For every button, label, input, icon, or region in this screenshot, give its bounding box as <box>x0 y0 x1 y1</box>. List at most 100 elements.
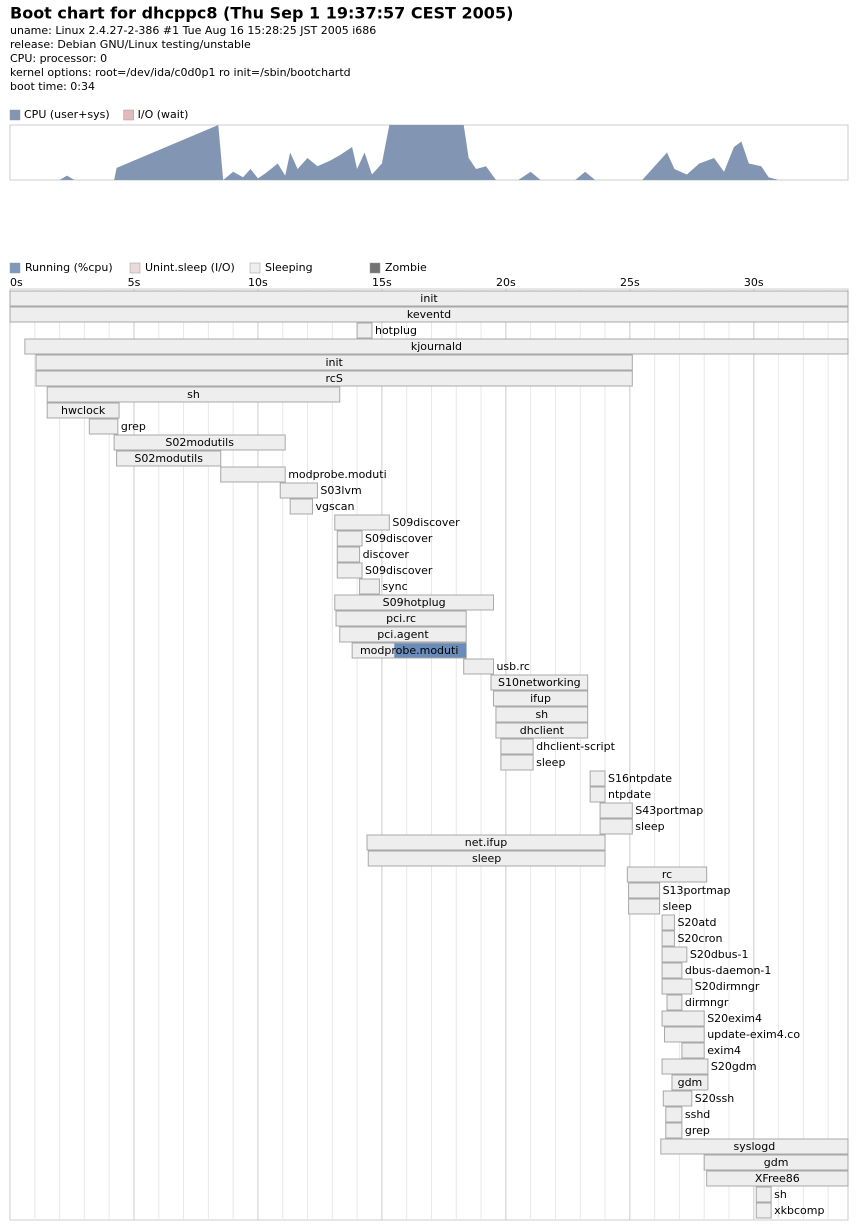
process-bar <box>88 418 119 435</box>
process-label: vgscan <box>315 500 354 513</box>
process-label: init <box>420 292 438 305</box>
process-bar <box>46 386 341 403</box>
process-bar <box>755 1186 772 1203</box>
process-bar <box>336 546 361 563</box>
process-label: gdm <box>764 1156 789 1169</box>
process-bar <box>289 498 313 515</box>
legend-label: Running (%cpu) <box>25 261 113 274</box>
process-bar <box>661 946 688 963</box>
process-bar <box>500 738 534 755</box>
process-label: sh <box>774 1188 787 1201</box>
process-bar <box>279 482 318 499</box>
process-label: xkbcomp <box>774 1204 824 1217</box>
process-bar <box>463 658 494 675</box>
process-label: ntpdate <box>608 788 651 801</box>
process-label: S02modutils <box>165 436 234 449</box>
process-label: usb.rc <box>496 660 530 673</box>
process-label: XFree86 <box>755 1172 800 1185</box>
process-label: discover <box>363 548 410 561</box>
legend-label: Unint.sleep (I/O) <box>145 261 235 274</box>
process-bar <box>113 434 286 451</box>
process-label: sleep <box>536 756 565 769</box>
process-bar <box>220 466 286 483</box>
process-bar <box>589 770 606 787</box>
process-bar <box>336 530 363 547</box>
process-label: S20dirmngr <box>695 980 760 993</box>
process-bar <box>35 370 633 387</box>
process-label: kjournald <box>411 340 462 353</box>
process-label: exim4 <box>707 1044 741 1057</box>
process-label: S10networking <box>498 676 581 689</box>
x-tick-label: 10s <box>248 276 268 289</box>
process-bar <box>626 866 708 883</box>
process-bar <box>671 1074 709 1091</box>
process-bar <box>492 690 589 707</box>
process-label: S16ntpdate <box>608 772 672 785</box>
process-label: grep <box>685 1124 710 1137</box>
legend-swatch <box>9 109 21 121</box>
process-bar <box>599 802 633 819</box>
legend-label: CPU (user+sys) <box>24 108 110 121</box>
legend-swatch <box>129 262 141 274</box>
process-bar <box>661 962 683 979</box>
process-label: sleep <box>635 820 664 833</box>
process-label: S02modutils <box>134 452 203 465</box>
process-bar <box>366 834 606 851</box>
process-label: S03lvm <box>320 484 361 497</box>
process-label: ifup <box>530 692 551 705</box>
process-label: sync <box>382 580 407 593</box>
process-bar <box>46 402 120 419</box>
process-bar <box>662 1090 693 1107</box>
process-bar <box>490 674 589 691</box>
process-bar <box>666 994 683 1011</box>
process-label: S43portmap <box>635 804 703 817</box>
process-bar <box>665 1106 683 1123</box>
legend-swatch <box>123 109 134 121</box>
x-tick-label: 20s <box>496 276 516 289</box>
process-label: hwclock <box>61 404 106 417</box>
process-label: update-exim4.co <box>707 1028 800 1041</box>
process-label: rc <box>662 868 672 881</box>
process-label: S09discover <box>392 516 460 529</box>
process-bar <box>628 882 661 899</box>
process-bar <box>339 626 467 643</box>
process-bar <box>660 1138 849 1155</box>
process-bar <box>24 338 849 355</box>
process-bar <box>35 354 633 371</box>
info-line: boot time: 0:34 <box>10 80 95 93</box>
process-label: S09discover <box>365 532 433 545</box>
process-label: init <box>325 356 343 369</box>
legend-label: Sleeping <box>265 261 313 274</box>
legend-swatch <box>249 262 261 274</box>
legend-swatch <box>9 262 21 274</box>
process-bar <box>336 562 363 579</box>
x-tick-label: 15s <box>372 276 392 289</box>
process-label: sleep <box>472 852 501 865</box>
process-bar <box>665 1122 683 1139</box>
process-label: modprobe.moduti <box>288 468 386 481</box>
process-label: sshd <box>685 1108 710 1121</box>
process-bar <box>661 1058 709 1075</box>
process-label: net.ifup <box>465 836 507 849</box>
process-label: syslogd <box>734 1140 776 1153</box>
info-line: CPU: processor: 0 <box>10 52 107 65</box>
process-bar <box>661 978 693 995</box>
legend-swatch <box>369 262 381 274</box>
x-tick-label: 25s <box>620 276 640 289</box>
process-label: gdm <box>678 1076 703 1089</box>
process-bar <box>495 706 589 723</box>
process-label: S09discover <box>365 564 433 577</box>
process-label: hotplug <box>375 324 417 337</box>
process-bar <box>495 722 589 739</box>
process-label: S20dbus-1 <box>690 948 749 961</box>
process-label: modprobe.moduti <box>360 644 458 657</box>
process-bar <box>755 1202 772 1219</box>
process-label: dhclient <box>520 724 565 737</box>
process-label: pci.rc <box>386 612 416 625</box>
process-label: S09hotplug <box>383 596 446 609</box>
process-bar <box>661 930 675 947</box>
process-bar <box>9 290 849 307</box>
process-label: S20atd <box>677 916 716 929</box>
process-label: sh <box>535 708 548 721</box>
